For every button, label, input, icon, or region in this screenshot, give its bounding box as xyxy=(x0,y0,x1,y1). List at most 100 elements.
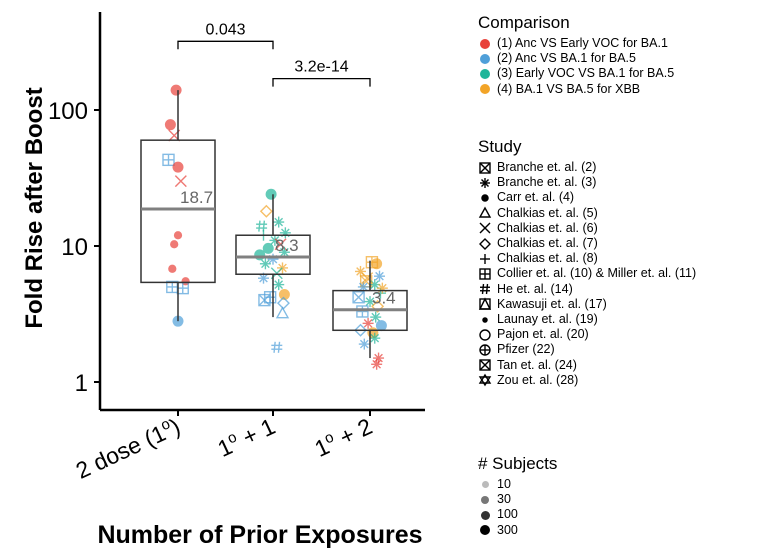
x-tick-label: 1o + 1 xyxy=(214,413,280,462)
data-point xyxy=(162,153,175,167)
legend-label: Branche et. al. (3) xyxy=(497,175,597,190)
legend-shape xyxy=(479,161,491,174)
legend-label: (2) Anc VS BA.1 for BA.5 xyxy=(497,51,636,66)
legend-label: Kawasuji et. al. (17) xyxy=(497,296,607,311)
legend-shape xyxy=(480,284,490,295)
box-2: 3.4 xyxy=(332,260,408,359)
legend-shape xyxy=(480,253,490,264)
legend-color-dot xyxy=(478,52,492,66)
p-value-label: 3.2e-14 xyxy=(294,59,348,76)
legend-label: Collier et. al. (10) & Miller et. al. (1… xyxy=(497,266,697,281)
x-tick-label: 2 dose (1o) xyxy=(71,412,184,484)
legend-shape xyxy=(481,194,489,202)
legend-label: Launay et. al. (19) xyxy=(497,312,598,327)
legend-label: Tan et. al. (24) xyxy=(497,357,577,372)
data-points-layer xyxy=(162,84,388,370)
legend-shape xyxy=(479,359,491,371)
data-point xyxy=(375,320,387,332)
size-dot-icon xyxy=(478,508,492,522)
legend-label: 10 xyxy=(497,477,511,491)
legend-study-item: Collier et. al. (10) & Miller et. al. (1… xyxy=(478,266,696,281)
data-point xyxy=(170,84,182,96)
size-dot-icon xyxy=(478,478,492,492)
boxtri-icon xyxy=(478,297,492,311)
legend-subjects-item: 10 xyxy=(478,477,557,492)
data-point xyxy=(371,299,385,313)
star6-icon xyxy=(478,374,492,387)
legend-shape xyxy=(479,268,491,280)
legend-comparison-title: Comparison xyxy=(478,13,570,32)
data-point xyxy=(271,341,283,353)
legend-label: Chalkias et. al. (6) xyxy=(497,220,598,235)
legend-study-item: Chalkias et. al. (5) xyxy=(478,206,696,221)
y-tick-label: 1 xyxy=(75,370,88,397)
boxx-icon xyxy=(479,161,491,174)
legend-label: Pfizer (22) xyxy=(497,342,555,357)
legend-study-item: Branche et. al. (2) xyxy=(478,160,696,175)
legend-study-item: Branche et. al. (3) xyxy=(478,175,696,190)
legend-label: Branche et. al. (2) xyxy=(497,160,597,174)
legend-shape xyxy=(478,374,492,387)
data-point xyxy=(265,188,277,200)
star-icon xyxy=(480,177,490,188)
legend-label: (3) Early VOC VS BA.1 for BA.5 xyxy=(497,66,675,81)
data-point xyxy=(358,338,370,350)
legend-shape xyxy=(479,329,491,341)
legend-label: Zou et. al. (28) xyxy=(497,372,579,387)
circleplus-icon xyxy=(479,344,491,356)
data-point xyxy=(164,119,176,131)
data-point xyxy=(356,305,369,318)
legend-study-item: He et. al. (14) xyxy=(478,282,696,297)
dot-icon xyxy=(481,194,489,202)
boxplus-icon xyxy=(479,268,491,280)
legend-label: (4) BA.1 VS BA.5 for XBB xyxy=(497,81,641,96)
legend-shape xyxy=(479,237,491,250)
legend-label: Pajon et. al. (20) xyxy=(497,327,589,342)
legend-comparison: Comparison (1) Anc VS Early VOC for BA.1… xyxy=(478,13,674,97)
legend-shape xyxy=(479,344,491,356)
median-label: 3.4 xyxy=(372,289,396,308)
data-point xyxy=(174,175,187,188)
legend-comparison-item: (1) Anc VS Early VOC for BA.1 xyxy=(478,36,674,51)
legend-study-item: Launay et. al. (19) xyxy=(478,312,696,327)
legend-shape xyxy=(479,222,491,234)
median-label: 18.7 xyxy=(180,188,213,207)
legend-study-item: Chalkias et. al. (7) xyxy=(478,236,696,251)
circle-icon xyxy=(479,329,491,341)
y-axis-title: Fold Rise after Boost xyxy=(21,87,48,328)
legend-color-dot xyxy=(478,37,492,51)
legend-study-item: Zou et. al. (28) xyxy=(478,373,696,388)
y-tick-label: 100 xyxy=(48,98,88,125)
legend-shape xyxy=(478,206,492,218)
box-plot: 18.7 8.3 3.4 0.043 3.2e-14 1 10 100 2 dose (1o… xyxy=(21,12,425,549)
comparison-brackets-layer: 0.043 3.2e-14 xyxy=(177,21,371,87)
svg-text:2 dose (1o): 2 dose (1o) xyxy=(71,412,184,484)
legend-label: 300 xyxy=(497,522,518,537)
triangle-icon xyxy=(478,206,492,218)
hash-icon xyxy=(480,284,490,295)
legend-label: Chalkias et. al. (8) xyxy=(497,251,598,266)
data-point xyxy=(370,311,382,323)
legend-study-item: Carr et. al. (4) xyxy=(478,190,696,205)
size-dot-icon xyxy=(478,493,492,507)
data-point xyxy=(267,253,279,265)
legend-label: Carr et. al. (4) xyxy=(497,190,575,205)
diamond-icon xyxy=(479,237,491,250)
legend-subjects-item: 300 xyxy=(478,523,557,538)
box-0: 18.7 xyxy=(140,90,216,322)
plus-icon xyxy=(480,253,490,264)
legend-subjects-item: 30 xyxy=(478,492,557,507)
size-dot-icon xyxy=(478,523,492,537)
legend-label: 30 xyxy=(497,492,511,507)
legend-study: Study Branche et. al. (2) Branche et. al.… xyxy=(478,137,696,388)
legend-comparison-item: (4) BA.1 VS BA.5 for XBB xyxy=(478,82,674,97)
data-point xyxy=(374,270,385,282)
legend-label: He et. al. (14) xyxy=(497,281,573,296)
data-point xyxy=(259,204,273,218)
legend-study-item: Kawasuji et. al. (17) xyxy=(478,297,696,312)
data-point xyxy=(278,288,290,300)
data-point xyxy=(258,272,269,284)
comparison-bracket: 3.2e-14 xyxy=(272,59,371,87)
legend-study-title: Study xyxy=(478,137,522,156)
x-axis-title: Number of Prior Exposures xyxy=(97,521,422,549)
